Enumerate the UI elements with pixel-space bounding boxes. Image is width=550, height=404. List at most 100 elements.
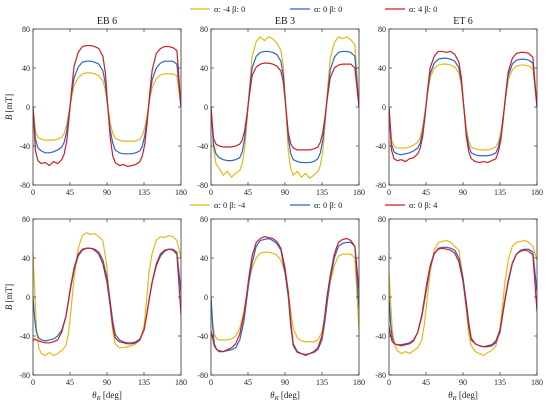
subplot-title: ET 6 — [453, 16, 473, 27]
series-line-2 — [389, 246, 537, 348]
subplot-4: 0 45 90 135 180 -80 -40 0 40 80 B [mT] θR [deg] — [4, 215, 187, 402]
subplot-3: 0 45 90 135 180 -80 -40 0 40 80 ET 6 — [375, 16, 543, 197]
y-tick-label: 0 — [204, 293, 208, 302]
series-line-2 — [211, 50, 359, 164]
y-tick-label: 0 — [204, 103, 208, 112]
legend-label: α: 0 β: 0 — [314, 4, 342, 14]
y-tick-label: -80 — [19, 181, 30, 190]
series-line-3 — [389, 247, 537, 348]
x-tick-label: 0 — [209, 378, 213, 387]
legend-label: α: 0 β: 4 — [409, 200, 438, 210]
y-tick-label: -40 — [19, 332, 30, 341]
x-tick-label: 0 — [31, 188, 35, 197]
x-axis-label: θR [deg] — [448, 390, 478, 402]
y-tick-label: 40 — [200, 254, 208, 263]
x-tick-label: 45 — [422, 188, 430, 197]
y-axis-label: B [mT] — [4, 284, 14, 310]
x-tick-label: 90 — [459, 188, 467, 197]
series-line-1 — [389, 239, 537, 357]
x-tick-label: 180 — [353, 378, 365, 387]
x-tick-label: 45 — [66, 378, 74, 387]
x-tick-label: 180 — [531, 378, 543, 387]
x-tick-label: 45 — [244, 188, 252, 197]
x-tick-label: 135 — [138, 378, 150, 387]
x-tick-label: 180 — [175, 188, 187, 197]
y-tick-label: 80 — [22, 215, 30, 224]
y-tick-label: -80 — [19, 371, 30, 380]
y-tick-label: 0 — [382, 293, 386, 302]
series-line-1 — [33, 232, 181, 357]
series-line-2 — [211, 237, 359, 356]
x-axis-label: θR [deg] — [92, 390, 122, 402]
x-tick-label: 90 — [281, 188, 289, 197]
series-line-3 — [211, 235, 359, 357]
series-line-3 — [33, 44, 181, 168]
x-tick-label: 0 — [209, 188, 213, 197]
axes-frame — [388, 218, 538, 376]
x-tick-label: 90 — [103, 378, 111, 387]
x-tick-label: 135 — [494, 188, 506, 197]
y-tick-label: -40 — [197, 332, 208, 341]
subplot-5: 0 45 90 135 180 -80 -40 0 40 80 θR [deg] — [197, 215, 365, 402]
y-tick-label: -80 — [375, 371, 386, 380]
x-tick-label: 180 — [175, 378, 187, 387]
legend-label: α: 4 β: 0 — [409, 4, 437, 14]
x-tick-label: 45 — [244, 378, 252, 387]
y-tick-label: 80 — [378, 215, 386, 224]
y-tick-label: -80 — [197, 371, 208, 380]
series-line-3 — [33, 247, 181, 345]
x-tick-label: 45 — [422, 378, 430, 387]
x-tick-label: 180 — [531, 188, 543, 197]
x-tick-label: 90 — [281, 378, 289, 387]
subplot-title: EB 3 — [275, 16, 295, 27]
axes-frame — [32, 28, 182, 186]
legend-row-1: α: -4 β: 0 α: 0 β: 0 α: 4 β: 0 — [190, 4, 437, 14]
y-tick-label: 40 — [22, 254, 30, 263]
legend-row-2: α: 0 β: -4 α: 0 β: 0 α: 0 β: 4 — [190, 200, 438, 210]
x-tick-label: 0 — [387, 378, 391, 387]
y-tick-label: 80 — [22, 25, 30, 34]
legend-label: α: 0 β: -4 — [214, 200, 246, 210]
x-tick-label: 180 — [353, 188, 365, 197]
legend-label: α: -4 β: 0 — [214, 4, 245, 14]
y-tick-label: 40 — [22, 64, 30, 73]
x-tick-label: 45 — [66, 188, 74, 197]
y-tick-label: 40 — [378, 64, 386, 73]
y-tick-label: 0 — [382, 103, 386, 112]
x-tick-label: 90 — [459, 378, 467, 387]
x-tick-label: 135 — [494, 378, 506, 387]
series-line-3 — [211, 62, 359, 151]
y-tick-label: -40 — [19, 142, 30, 151]
subplot-6: 0 45 90 135 180 -80 -40 0 40 80 θR [deg] — [375, 215, 543, 402]
series-line-1 — [33, 72, 181, 142]
series-line-1 — [211, 36, 359, 179]
y-tick-label: 80 — [200, 25, 208, 34]
y-tick-label: 0 — [26, 293, 30, 302]
y-tick-label: -40 — [375, 332, 386, 341]
y-tick-label: 80 — [378, 25, 386, 34]
y-axis-label: B [mT] — [4, 94, 14, 120]
x-tick-label: 135 — [316, 188, 328, 197]
y-tick-label: -80 — [375, 181, 386, 190]
y-tick-label: 0 — [26, 103, 30, 112]
axes-frame — [388, 28, 538, 186]
series-line-3 — [389, 50, 537, 164]
x-tick-label: 135 — [316, 378, 328, 387]
y-tick-label: -40 — [197, 142, 208, 151]
series-line-1 — [389, 63, 537, 151]
x-axis-label: θR [deg] — [270, 390, 300, 402]
x-tick-label: 135 — [138, 188, 150, 197]
subplot-1: 0 45 90 135 180 -80 -40 0 40 80 EB 6 B [mT] — [4, 16, 187, 197]
axes-frame — [210, 218, 360, 376]
y-tick-label: -40 — [375, 142, 386, 151]
series-line-2 — [33, 247, 181, 344]
y-tick-label: -80 — [197, 181, 208, 190]
axes-frame — [32, 218, 182, 376]
x-tick-label: 0 — [387, 188, 391, 197]
axes-frame — [210, 28, 360, 186]
y-tick-label: 40 — [200, 64, 208, 73]
x-tick-label: 90 — [103, 188, 111, 197]
y-tick-label: 80 — [200, 215, 208, 224]
series-line-1 — [211, 251, 359, 343]
